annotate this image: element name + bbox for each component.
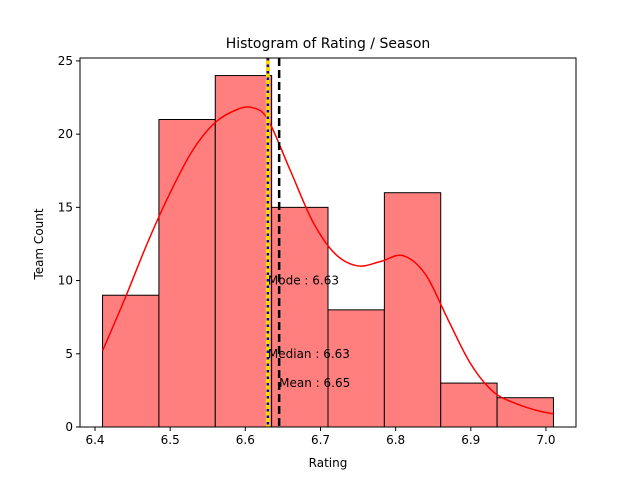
mode-label: Mode : 6.63 [268, 274, 339, 288]
histogram-bar [383, 192, 442, 428]
x-tick-label: 6.5 [161, 433, 180, 447]
x-tick-label: 6.7 [311, 433, 330, 447]
y-axis-label: Team Count [32, 208, 46, 280]
kde-curve [101, 106, 554, 415]
x-tick-label: 6.6 [236, 433, 255, 447]
median-label: Median : 6.63 [268, 347, 350, 361]
histogram-bar [271, 206, 329, 428]
x-tick-label: 6.8 [386, 433, 405, 447]
y-tick-label: 20 [58, 127, 73, 141]
x-tick-label: 6.9 [461, 433, 480, 447]
histogram-bar [327, 309, 385, 428]
x-axis-label: Rating [309, 456, 348, 470]
chart-title: Histogram of Rating / Season [226, 36, 431, 52]
histogram-bar [214, 75, 273, 428]
y-tick-label: 0 [65, 420, 73, 434]
reference-lines-group [265, 58, 281, 427]
mean-label: Mean : 6.65 [279, 376, 350, 390]
y-tick-label: 25 [58, 54, 73, 68]
y-axis: 0 5 10 15 20 25 [58, 54, 80, 434]
kde-group [101, 106, 554, 415]
bars-group [102, 75, 554, 428]
y-tick-label: 10 [58, 274, 73, 288]
histogram-bar [102, 294, 160, 428]
y-tick-label: 5 [65, 347, 73, 361]
x-tick-label: 7.0 [536, 433, 555, 447]
axes-frame [79, 57, 577, 428]
x-axis: 6.4 6.5 6.6 6.7 6.8 6.9 7.0 [85, 427, 555, 447]
histogram-bar [158, 119, 216, 428]
y-tick-label: 15 [58, 200, 73, 214]
histogram-bar [440, 382, 498, 428]
x-tick-label: 6.4 [85, 433, 104, 447]
annotations-group: Mode : 6.63 Median : 6.63 Mean : 6.65 [268, 274, 350, 391]
